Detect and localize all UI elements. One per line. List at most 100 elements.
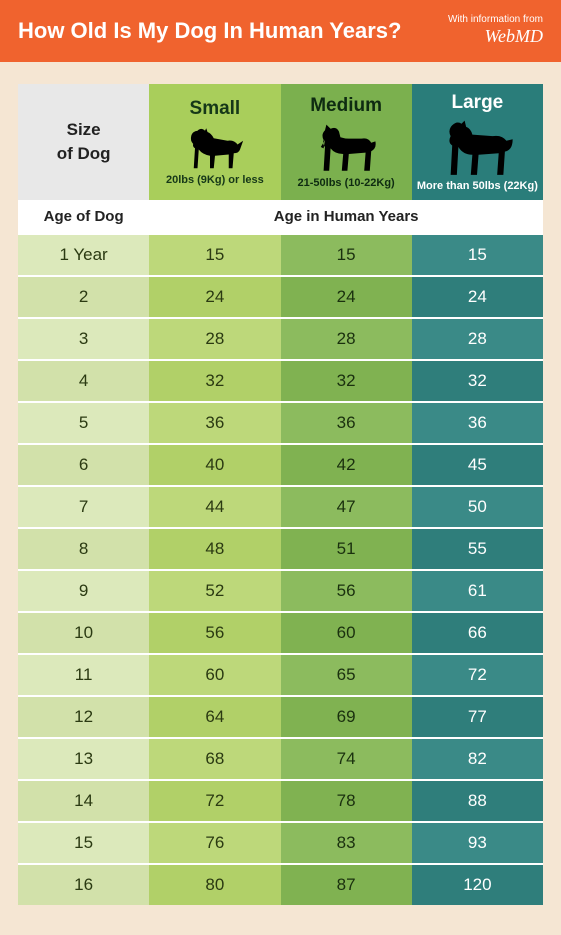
column-header-row: Sizeof Dog Small 20lbs (9Kg) or less Med… (18, 84, 543, 200)
age-cell: 1 Year (18, 234, 149, 276)
age-cell: 13 (18, 738, 149, 780)
large-value-cell: 24 (412, 276, 543, 318)
small-value-cell: 72 (149, 780, 280, 822)
large-value-cell: 15 (412, 234, 543, 276)
medium-dog-icon (310, 119, 382, 175)
table-row: 7444750 (18, 486, 543, 528)
page-title: How Old Is My Dog In Human Years? (18, 18, 401, 44)
credit-source: WebMD (448, 26, 543, 48)
table-row: 6404245 (18, 444, 543, 486)
table-row: 168087120 (18, 864, 543, 905)
medium-value-cell: 28 (281, 318, 412, 360)
header-bar: How Old Is My Dog In Human Years? With i… (0, 0, 561, 62)
large-value-cell: 32 (412, 360, 543, 402)
medium-value-cell: 87 (281, 864, 412, 905)
age-cell: 16 (18, 864, 149, 905)
age-cell: 8 (18, 528, 149, 570)
table-row: 10566066 (18, 612, 543, 654)
small-value-cell: 44 (149, 486, 280, 528)
table-body: 1 Year1515152242424328282843232325363636… (18, 234, 543, 905)
large-value-cell: 61 (412, 570, 543, 612)
age-cell: 6 (18, 444, 149, 486)
table-row: 4323232 (18, 360, 543, 402)
small-value-cell: 24 (149, 276, 280, 318)
small-value-cell: 36 (149, 402, 280, 444)
small-value-cell: 76 (149, 822, 280, 864)
age-cell: 4 (18, 360, 149, 402)
small-value-cell: 80 (149, 864, 280, 905)
table-row: 15768393 (18, 822, 543, 864)
large-value-cell: 93 (412, 822, 543, 864)
small-value-cell: 52 (149, 570, 280, 612)
large-value-cell: 50 (412, 486, 543, 528)
large-dog-icon (438, 116, 516, 178)
medium-value-cell: 24 (281, 276, 412, 318)
credit-block: With information from WebMD (448, 14, 543, 48)
size-of-dog-header: Sizeof Dog (18, 84, 149, 200)
size-of-dog-label: Sizeof Dog (57, 120, 111, 163)
medium-column-name: Medium (281, 95, 412, 117)
large-value-cell: 45 (412, 444, 543, 486)
medium-value-cell: 74 (281, 738, 412, 780)
large-value-cell: 82 (412, 738, 543, 780)
medium-value-cell: 36 (281, 402, 412, 444)
large-value-cell: 88 (412, 780, 543, 822)
medium-value-cell: 60 (281, 612, 412, 654)
large-column-name: Large (412, 92, 543, 114)
small-column-desc: 20lbs (9Kg) or less (149, 174, 280, 186)
large-value-cell: 36 (412, 402, 543, 444)
small-value-cell: 32 (149, 360, 280, 402)
table-row: 8485155 (18, 528, 543, 570)
small-value-cell: 48 (149, 528, 280, 570)
medium-value-cell: 56 (281, 570, 412, 612)
small-value-cell: 40 (149, 444, 280, 486)
small-column-name: Small (149, 98, 280, 120)
medium-value-cell: 65 (281, 654, 412, 696)
table-row: 3282828 (18, 318, 543, 360)
large-value-cell: 77 (412, 696, 543, 738)
age-of-dog-label: Age of Dog (18, 200, 149, 234)
small-value-cell: 56 (149, 612, 280, 654)
medium-column-desc: 21-50lbs (10-22Kg) (281, 177, 412, 189)
large-value-cell: 120 (412, 864, 543, 905)
age-cell: 7 (18, 486, 149, 528)
table-row: 13687482 (18, 738, 543, 780)
table-row: 2242424 (18, 276, 543, 318)
large-column-desc: More than 50lbs (22Kg) (412, 180, 543, 192)
medium-column-header: Medium 21-50lbs (10-22Kg) (281, 84, 412, 200)
table-row: 12646977 (18, 696, 543, 738)
age-cell: 3 (18, 318, 149, 360)
large-value-cell: 55 (412, 528, 543, 570)
small-column-header: Small 20lbs (9Kg) or less (149, 84, 280, 200)
medium-value-cell: 51 (281, 528, 412, 570)
medium-value-cell: 47 (281, 486, 412, 528)
medium-value-cell: 42 (281, 444, 412, 486)
age-cell: 5 (18, 402, 149, 444)
large-value-cell: 66 (412, 612, 543, 654)
age-cell: 15 (18, 822, 149, 864)
credit-prefix: With information from (448, 14, 543, 26)
table-row: 14727888 (18, 780, 543, 822)
age-cell: 9 (18, 570, 149, 612)
large-value-cell: 28 (412, 318, 543, 360)
table-row: 11606572 (18, 654, 543, 696)
table-row: 1 Year151515 (18, 234, 543, 276)
medium-value-cell: 15 (281, 234, 412, 276)
small-value-cell: 15 (149, 234, 280, 276)
small-dog-icon (182, 122, 248, 172)
dog-age-table: Sizeof Dog Small 20lbs (9Kg) or less Med… (18, 84, 543, 905)
large-value-cell: 72 (412, 654, 543, 696)
small-value-cell: 28 (149, 318, 280, 360)
small-value-cell: 64 (149, 696, 280, 738)
age-cell: 10 (18, 612, 149, 654)
age-in-human-years-label: Age in Human Years (149, 200, 543, 234)
medium-value-cell: 83 (281, 822, 412, 864)
table-wrap: Sizeof Dog Small 20lbs (9Kg) or less Med… (0, 62, 561, 929)
subheader-row: Age of Dog Age in Human Years (18, 200, 543, 234)
medium-value-cell: 32 (281, 360, 412, 402)
medium-value-cell: 69 (281, 696, 412, 738)
age-cell: 14 (18, 780, 149, 822)
infographic-container: How Old Is My Dog In Human Years? With i… (0, 0, 561, 929)
age-cell: 12 (18, 696, 149, 738)
small-value-cell: 68 (149, 738, 280, 780)
